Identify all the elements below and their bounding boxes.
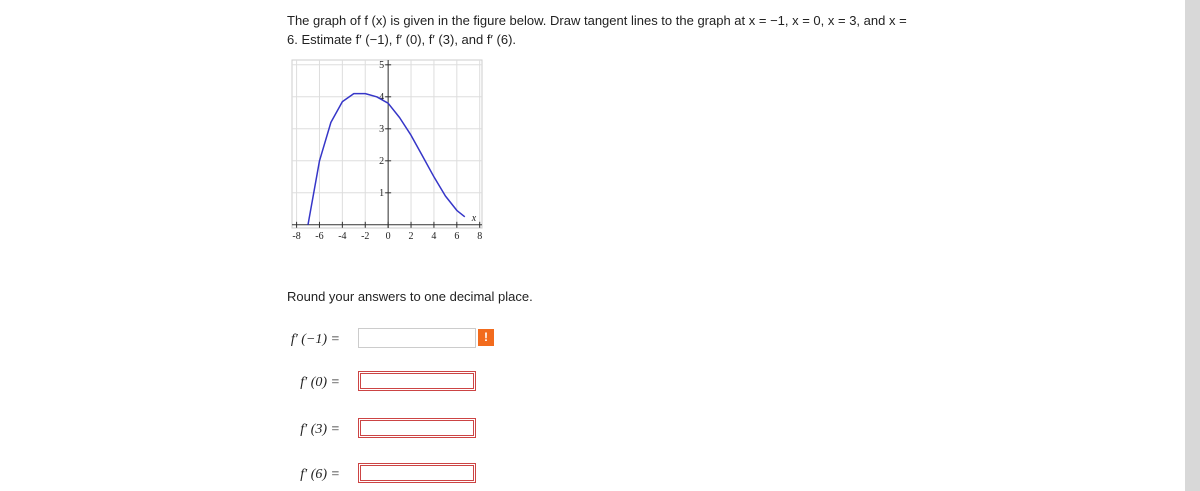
x-tick-label: 4 <box>431 231 436 242</box>
y-tick-label: 2 <box>379 156 384 167</box>
y-tick-label: 5 <box>379 60 384 71</box>
x-tick-label: 6 <box>454 231 459 242</box>
instruction: Round your answers to one decimal place. <box>287 289 533 304</box>
answer-label: f′ (6) = <box>300 467 340 482</box>
answer-label: f′ (3) = <box>300 422 340 437</box>
alert-icon[interactable]: ! <box>478 329 494 346</box>
x-tick-label: 2 <box>409 231 414 242</box>
x-tick-label: -8 <box>292 231 300 242</box>
y-tick-label: 4 <box>379 92 384 103</box>
x-tick-label: 0 <box>386 231 391 242</box>
answer-input[interactable] <box>358 371 476 391</box>
graph: -8 -6 -4 -2 0 2 4 6 8 1 2 3 4 5 x <box>291 59 483 242</box>
y-tick-label: 3 <box>379 124 384 135</box>
question-text: The graph of f (x) is given in the figur… <box>287 13 907 47</box>
answer-row: f′ (0) = <box>250 371 550 395</box>
y-tick-label: 1 <box>379 188 384 199</box>
scrollbar[interactable] <box>1185 0 1200 491</box>
answer-row: f′ (−1) =! <box>250 328 550 352</box>
answer-row: f′ (3) = <box>250 418 550 442</box>
x-tick-label: -6 <box>315 231 323 242</box>
answer-input[interactable] <box>358 463 476 483</box>
plot-area <box>291 59 483 229</box>
x-axis-label: x <box>471 213 477 224</box>
x-tick-label: -2 <box>361 231 369 242</box>
answer-input[interactable] <box>358 418 476 438</box>
answer-row: f′ (6) = <box>250 463 550 487</box>
x-tick-label: -4 <box>338 231 346 242</box>
answer-label: f′ (−1) = <box>290 332 340 347</box>
answer-input[interactable] <box>358 328 476 348</box>
x-tick-label: 8 <box>477 231 482 242</box>
answer-label: f′ (0) = <box>300 375 340 390</box>
curve <box>307 92 466 225</box>
